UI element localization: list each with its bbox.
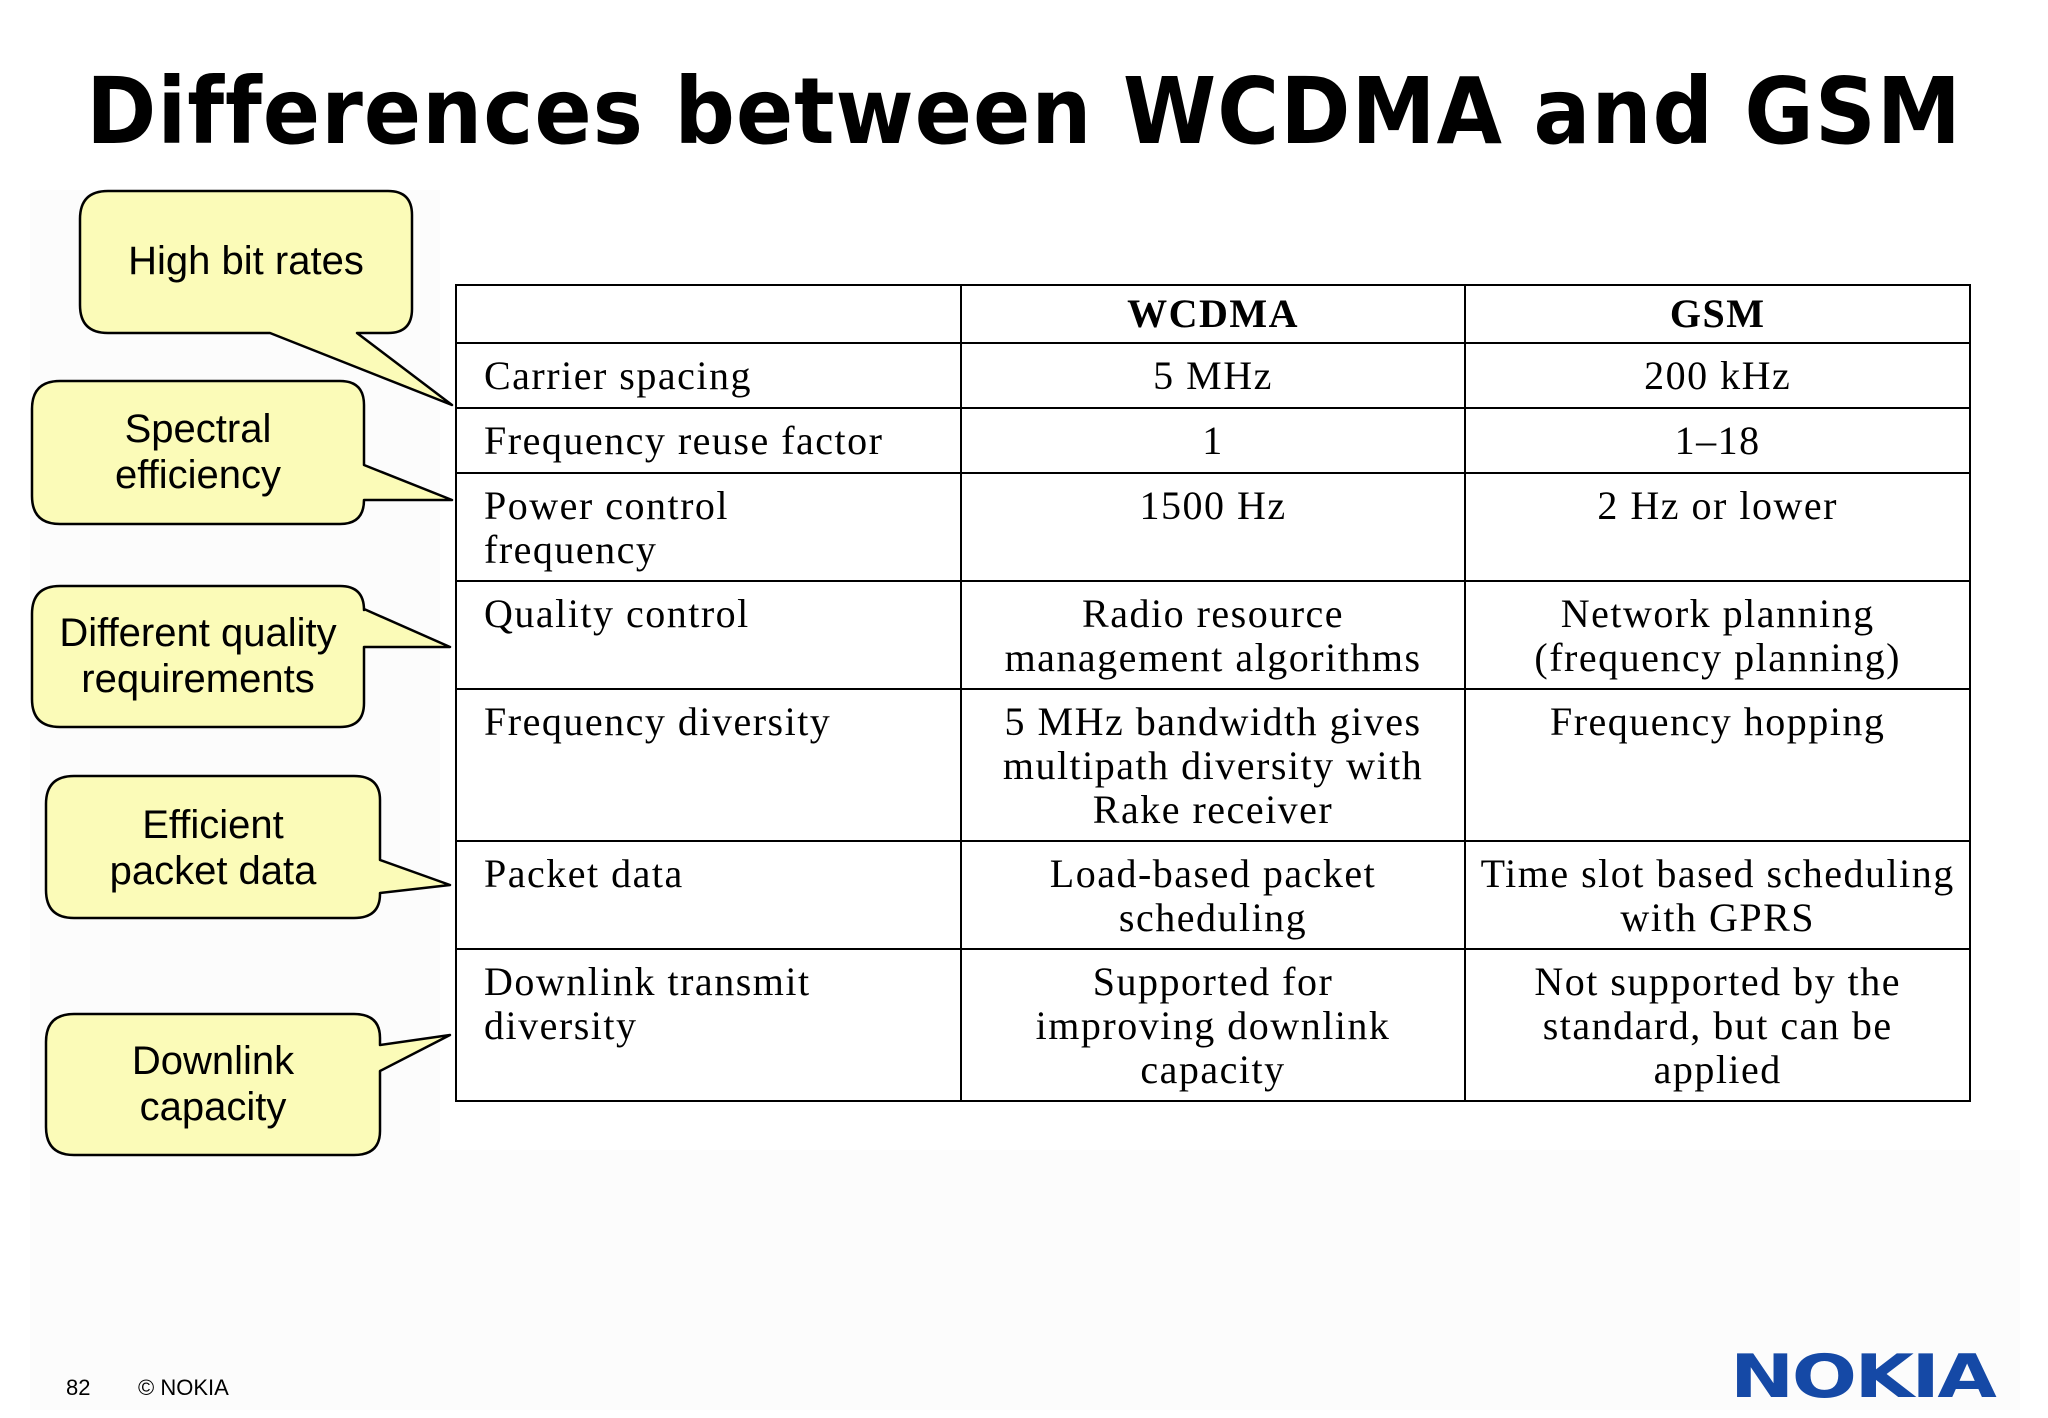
gsm-cell: 2 Hz or lower — [1464, 472, 1971, 582]
table-row: Carrier spacing 5 MHz 200 kHz — [455, 342, 1971, 409]
row-label: Quality control — [455, 580, 962, 690]
table-row: Packet data Load-based packet scheduling… — [455, 840, 1971, 950]
callout-downlink-capacity: Downlink capacity — [131, 1039, 295, 1129]
callout-high-bit-rates: High bit rates — [128, 239, 364, 283]
wcdma-cell: 5 MHz bandwidth gives multipath diversit… — [959, 688, 1467, 842]
gsm-cell: Network planning (frequency planning) — [1464, 580, 1971, 690]
callout-bubble-efficient-packet-data — [44, 774, 452, 920]
callout-shapes — [30, 189, 454, 1157]
callout-efficient-packet-data: Efficient packet data — [109, 803, 317, 893]
row-label: Frequency diversity — [455, 688, 962, 842]
copyright-notice: © NOKIA — [138, 1375, 229, 1400]
table-row: Frequency reuse factor 1 1–18 — [455, 407, 1971, 474]
callout-spectral-efficiency: Spectral efficiency — [114, 407, 281, 497]
header-wcdma: WCDMA — [959, 284, 1467, 344]
header-gsm: GSM — [1464, 284, 1971, 344]
wcdma-cell: Supported for improving downlink capacit… — [959, 948, 1467, 1102]
slide-background-bottom — [30, 1150, 2020, 1410]
wcdma-cell: Load-based packet scheduling — [959, 840, 1467, 950]
row-label: Carrier spacing — [455, 342, 962, 409]
page-number: 82 — [66, 1375, 91, 1400]
row-label: Packet data — [455, 840, 962, 950]
gsm-cell: 1–18 — [1464, 407, 1971, 474]
callout-bubble-spectral-efficiency — [30, 379, 454, 526]
wcdma-cell: 1 — [959, 407, 1467, 474]
comparison-table: WCDMA GSM Carrier spacing 5 MHz 200 kHz … — [455, 284, 1971, 1102]
gsm-cell: 200 kHz — [1464, 342, 1971, 409]
table-row: Quality control Radio resource managemen… — [455, 580, 1971, 690]
table-row: Downlink transmit diversity Supported fo… — [455, 948, 1971, 1102]
wcdma-cell: Radio resource management algorithms — [959, 580, 1467, 690]
callout-bubble-high-bit-rates — [78, 189, 454, 407]
row-label: Frequency reuse factor — [455, 407, 962, 474]
gsm-cell: Frequency hopping — [1464, 688, 1971, 842]
table-header-row: WCDMA GSM — [455, 284, 1971, 344]
nokia-logo: NOKIA — [1730, 1342, 1997, 1412]
row-label: Downlink transmit diversity — [455, 948, 962, 1102]
slide-title: Differences between WCDMA and GSM — [86, 58, 1962, 165]
callout-bubble-downlink-capacity — [44, 1012, 452, 1157]
wcdma-cell: 1500 Hz — [959, 472, 1467, 582]
table-row: Frequency diversity 5 MHz bandwidth give… — [455, 688, 1971, 842]
header-empty — [455, 284, 962, 344]
wcdma-cell: 5 MHz — [959, 342, 1467, 409]
callout-bubble-quality-requirements — [30, 584, 452, 729]
gsm-cell: Not supported by the standard, but can b… — [1464, 948, 1971, 1102]
table-row: Power control frequency 1500 Hz 2 Hz or … — [455, 472, 1971, 582]
callout-quality-requirements: Different quality requirements — [59, 611, 337, 701]
row-label: Power control frequency — [455, 472, 962, 582]
gsm-cell: Time slot based scheduling with GPRS — [1464, 840, 1971, 950]
